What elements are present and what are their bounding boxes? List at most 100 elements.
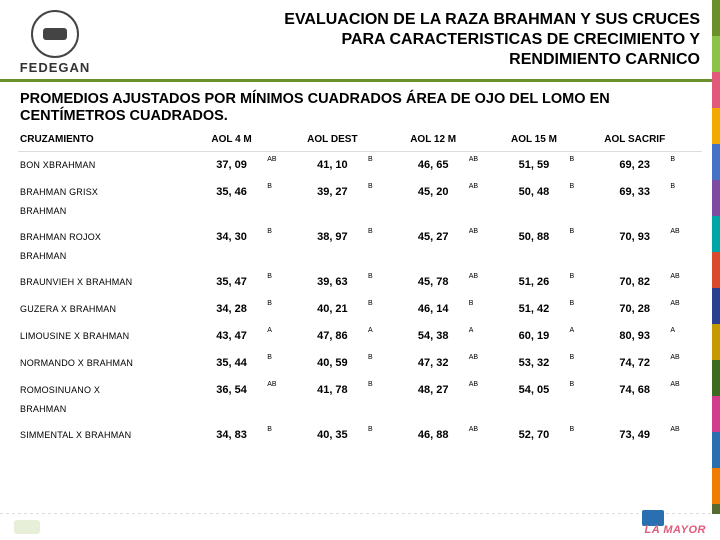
cell-superscript: B	[568, 178, 602, 205]
cell-superscript: B	[366, 151, 400, 178]
cell-value: 48, 27	[400, 376, 467, 403]
cell-value: 40, 35	[299, 421, 366, 448]
cell-superscript: B	[366, 268, 400, 295]
logo-text: FEDEGAN	[20, 60, 91, 75]
cell-value: 73, 49	[601, 421, 668, 448]
cell-superscript: B	[366, 223, 400, 250]
cell-superscript: B	[568, 349, 602, 376]
cell-value: 45, 78	[400, 268, 467, 295]
table-row: LIMOUSINE X BRAHMAN43, 47A47, 86A54, 38A…	[18, 322, 702, 349]
cell-superscript: A	[467, 322, 501, 349]
table-row: NORMANDO X BRAHMAN35, 44B40, 59B47, 32AB…	[18, 349, 702, 376]
cell-value: 50, 88	[500, 223, 567, 250]
cell-superscript: AB	[467, 151, 501, 178]
cell-superscript: AB	[668, 421, 702, 448]
cell-value: 69, 23	[601, 151, 668, 178]
cell-value: 70, 82	[601, 268, 668, 295]
cell-superscript: A	[366, 322, 400, 349]
cell-value: 51, 42	[500, 295, 567, 322]
table-header-row: CRUZAMIENTO AOL 4 M AOL DEST AOL 12 M AO…	[18, 130, 702, 152]
cell-value: 41, 78	[299, 376, 366, 403]
col-aol-15m: AOL 15 M	[500, 130, 567, 152]
cell-value: 46, 65	[400, 151, 467, 178]
cell-value: 45, 27	[400, 223, 467, 250]
cell-value: 40, 21	[299, 295, 366, 322]
table-body: BON XBRAHMAN37, 09AB41, 10B46, 65AB51, 5…	[18, 151, 702, 448]
table-row: BRAHMAN	[18, 205, 702, 223]
col-aol-4m: AOL 4 M	[198, 130, 265, 152]
cell-cruzamiento: ROMOSINUANO X	[18, 376, 198, 403]
subtitle: PROMEDIOS AJUSTADOS POR MÍNIMOS CUADRADO…	[18, 88, 702, 130]
footer	[0, 514, 720, 540]
cell-cruzamiento-cont: BRAHMAN	[18, 250, 198, 268]
cell-value: 35, 44	[198, 349, 265, 376]
cell-value: 45, 20	[400, 178, 467, 205]
cell-cruzamiento: NORMANDO X BRAHMAN	[18, 349, 198, 376]
cell-superscript: B	[366, 295, 400, 322]
cell-superscript: AB	[668, 223, 702, 250]
table-row: BON XBRAHMAN37, 09AB41, 10B46, 65AB51, 5…	[18, 151, 702, 178]
cell-value: 74, 72	[601, 349, 668, 376]
cell-value: 46, 88	[400, 421, 467, 448]
table-row: BRAHMAN ROJOX34, 30B38, 97B45, 27AB50, 8…	[18, 223, 702, 250]
cell-cruzamiento: BRAHMAN GRISX	[18, 178, 198, 205]
col-aol-12m: AOL 12 M	[400, 130, 467, 152]
cell-value: 52, 70	[500, 421, 567, 448]
cell-cruzamiento: LIMOUSINE X BRAHMAN	[18, 322, 198, 349]
cell-superscript: AB	[467, 268, 501, 295]
cell-superscript: AB	[265, 151, 299, 178]
cell-value: 47, 32	[400, 349, 467, 376]
cell-superscript: AB	[467, 421, 501, 448]
cell-value: 54, 05	[500, 376, 567, 403]
cell-cruzamiento-cont: BRAHMAN	[18, 403, 198, 421]
cell-value: 34, 28	[198, 295, 265, 322]
cell-cruzamiento: GUZERA X BRAHMAN	[18, 295, 198, 322]
table-row: BRAHMAN	[18, 403, 702, 421]
cell-superscript: AB	[467, 223, 501, 250]
cell-superscript: B	[366, 178, 400, 205]
cell-value: 34, 30	[198, 223, 265, 250]
cell-cruzamiento: BON XBRAHMAN	[18, 151, 198, 178]
cell-superscript: B	[568, 268, 602, 295]
cell-value: 51, 26	[500, 268, 567, 295]
cell-superscript: B	[568, 295, 602, 322]
color-stripe	[712, 0, 720, 540]
table-row: BRAHMAN GRISX35, 46B39, 27B45, 20AB50, 4…	[18, 178, 702, 205]
cow-icon	[31, 10, 79, 58]
cell-value: 39, 63	[299, 268, 366, 295]
cell-superscript: B	[265, 268, 299, 295]
cell-superscript: AB	[668, 268, 702, 295]
cell-superscript: B	[568, 223, 602, 250]
cell-value: 41, 10	[299, 151, 366, 178]
cell-superscript: B	[366, 421, 400, 448]
cell-superscript: B	[668, 151, 702, 178]
table-row: ROMOSINUANO X36, 54AB41, 78B48, 27AB54, …	[18, 376, 702, 403]
cell-superscript: AB	[467, 178, 501, 205]
cell-superscript: AB	[467, 349, 501, 376]
cell-value: 35, 47	[198, 268, 265, 295]
cell-superscript: B	[568, 421, 602, 448]
cell-superscript: A	[668, 322, 702, 349]
cell-value: 53, 32	[500, 349, 567, 376]
cell-value: 47, 86	[299, 322, 366, 349]
cell-superscript: AB	[668, 349, 702, 376]
cell-cruzamiento: BRAHMAN ROJOX	[18, 223, 198, 250]
cell-superscript: B	[265, 223, 299, 250]
cell-value: 60, 19	[500, 322, 567, 349]
cell-superscript: B	[265, 421, 299, 448]
cell-superscript: B	[265, 295, 299, 322]
cell-superscript: B	[568, 376, 602, 403]
cell-value: 74, 68	[601, 376, 668, 403]
footer-cow-icon	[14, 520, 40, 534]
cell-value: 38, 97	[299, 223, 366, 250]
cell-superscript: B	[265, 349, 299, 376]
col-aol-sacrif: AOL SACRIF	[601, 130, 668, 152]
fedegan-logo: FEDEGAN	[10, 10, 100, 75]
cell-value: 69, 33	[601, 178, 668, 205]
col-aol-dest: AOL DEST	[299, 130, 366, 152]
table-row: BRAUNVIEH X BRAHMAN35, 47B39, 63B45, 78A…	[18, 268, 702, 295]
cell-superscript: A	[568, 322, 602, 349]
cell-superscript: B	[467, 295, 501, 322]
cell-cruzamiento: BRAUNVIEH X BRAHMAN	[18, 268, 198, 295]
cell-superscript: B	[568, 151, 602, 178]
